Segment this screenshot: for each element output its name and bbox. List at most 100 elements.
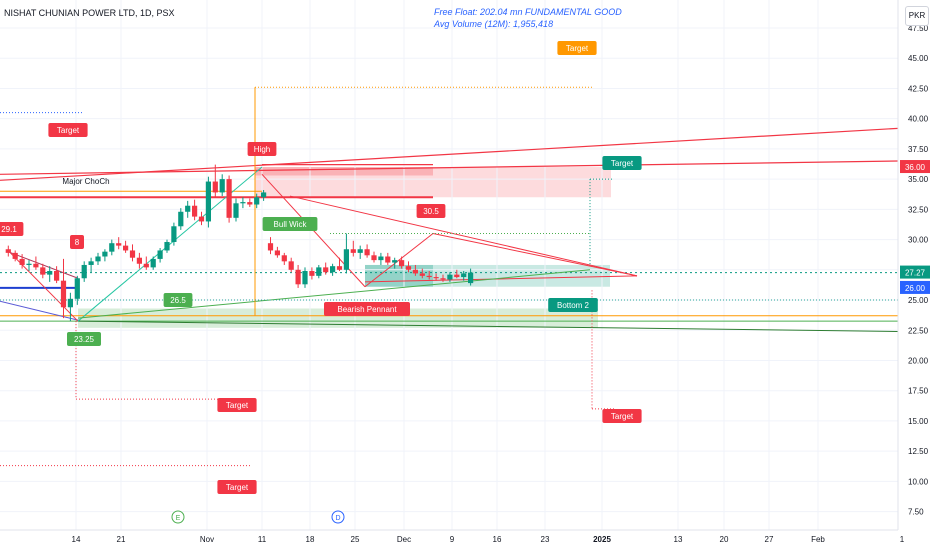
- time-tick-label: 20: [720, 535, 729, 544]
- candle-body: [116, 243, 122, 246]
- price-tick-label: 32.50: [908, 205, 929, 214]
- event-marker: [171, 510, 185, 524]
- time-tick-label: 1: [900, 535, 905, 544]
- annotation-label: 8: [75, 238, 80, 247]
- candle-body: [205, 181, 211, 222]
- price-tick-label: 22.50: [908, 326, 929, 335]
- price-tick-label: 30.00: [908, 236, 929, 245]
- candle-body: [164, 241, 170, 251]
- time-tick-label: 11: [258, 535, 267, 544]
- price-tick-label: 45.00: [908, 54, 929, 63]
- price-tick-label: 42.50: [908, 84, 929, 93]
- price-tick-label: 37.50: [908, 145, 929, 154]
- event-marker: [331, 510, 345, 524]
- candle-body: [405, 266, 412, 270]
- candle-body: [219, 179, 225, 193]
- candle-body: [454, 274, 460, 278]
- price-badge: [900, 280, 930, 294]
- candle-body: [433, 277, 439, 279]
- price-badge-label: 36.00: [905, 163, 926, 172]
- rising-support: [77, 269, 591, 319]
- annotation-box: [67, 332, 101, 346]
- candle-body: [60, 280, 67, 308]
- time-tick-label: Nov: [200, 535, 214, 544]
- time-tick-label: 27: [765, 535, 774, 544]
- candle-body: [102, 251, 108, 257]
- candle-body: [19, 258, 25, 265]
- candle-body: [67, 298, 73, 308]
- time-tick-label: 14: [72, 535, 81, 544]
- time-tick-label: 2025: [593, 535, 611, 544]
- time-tick-label: 21: [117, 535, 126, 544]
- annotation-label: High: [254, 145, 270, 154]
- price-tick-label: 12.50: [908, 447, 929, 456]
- annotation-label: Target: [57, 126, 80, 135]
- price-tick-label: 7.50: [908, 508, 924, 517]
- annotation-box: [217, 398, 257, 412]
- candle-body: [233, 203, 239, 218]
- supply-zone-core: [255, 167, 433, 176]
- annotation-box: [163, 293, 193, 307]
- candle-body: [129, 250, 136, 258]
- annotation-box: [602, 156, 642, 170]
- candle-body: [357, 249, 363, 253]
- price-tick-label: 20.00: [908, 356, 929, 365]
- green-support-2: [77, 320, 899, 332]
- candle-body: [143, 263, 149, 268]
- price-tick-label: 17.50: [908, 387, 929, 396]
- candle-body: [281, 255, 287, 262]
- trendline-mid: [0, 160, 899, 175]
- candle-body: [150, 258, 156, 268]
- candle-body: [412, 269, 418, 274]
- candle-body: [12, 252, 18, 259]
- annotation-label: Target: [226, 401, 249, 410]
- pennant-upper-2: [432, 233, 638, 277]
- candle-body: [274, 250, 280, 256]
- annotation-label: Target: [566, 44, 589, 53]
- candle-body: [371, 255, 377, 261]
- annotation-label: Target: [226, 483, 249, 492]
- time-tick-label: Dec: [397, 535, 411, 544]
- candle-body: [385, 256, 391, 263]
- time-axis-bg: [0, 530, 932, 550]
- candle-body: [350, 249, 356, 253]
- annotation-label: Bottom 2: [557, 301, 590, 310]
- candle-body: [74, 278, 80, 299]
- price-badge-label: 27.27: [905, 269, 926, 278]
- candle-body: [261, 192, 267, 198]
- candle-body: [192, 205, 198, 217]
- candle-body: [399, 260, 405, 267]
- candle-body: [378, 256, 384, 261]
- time-tick-label: 9: [450, 535, 455, 544]
- annotation-box: [557, 41, 597, 55]
- candle-body: [123, 245, 129, 251]
- candle-body: [267, 243, 274, 251]
- candle-body: [33, 263, 39, 268]
- price-tick-label: 40.00: [908, 115, 929, 124]
- candle-body: [440, 278, 446, 280]
- annotation-label: Bull Wick: [274, 220, 308, 229]
- price-tick-label: 25.00: [908, 296, 929, 305]
- candle-body: [302, 271, 308, 285]
- blue-diag: [0, 300, 81, 322]
- time-tick-label: 25: [351, 535, 360, 544]
- avg-volume-info: Avg Volume (12M): 1,955,418: [434, 19, 554, 29]
- annotation-box: [0, 222, 24, 236]
- candle-body: [185, 205, 191, 212]
- candle-body: [461, 273, 467, 278]
- symbol-title: NISHAT CHUNIAN POWER LTD, 1D, PSX: [4, 8, 175, 18]
- candle-body: [47, 271, 53, 275]
- currency-button[interactable]: PKR: [905, 6, 929, 26]
- price-tick-label: 15.00: [908, 417, 929, 426]
- candle-body: [5, 249, 11, 253]
- candle-body: [447, 274, 453, 280]
- annotation-label: 30.5: [423, 207, 439, 216]
- pennant-upper: [289, 195, 638, 277]
- candle-body: [392, 260, 398, 263]
- candle-body: [336, 266, 343, 270]
- candle-body: [212, 181, 218, 193]
- time-tick-label: 18: [306, 535, 315, 544]
- time-tick-label: 16: [493, 535, 502, 544]
- price-badge-label: 26.00: [905, 284, 926, 293]
